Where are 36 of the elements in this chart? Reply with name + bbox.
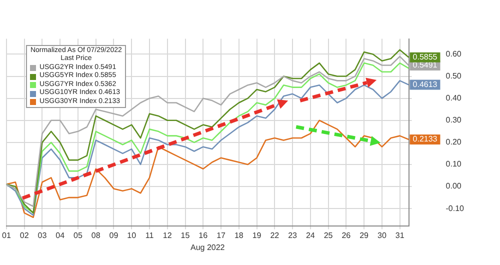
y-tick-label: -0.10 xyxy=(446,204,465,213)
x-tick-label: 17 xyxy=(216,231,226,240)
y-tick-label: 0.20 xyxy=(446,138,462,147)
x-tick-label: 23 xyxy=(288,231,298,240)
x-tick-label: 03 xyxy=(38,231,48,240)
x-tick-label: 18 xyxy=(234,231,244,240)
x-tick-label: 08 xyxy=(91,231,101,240)
x-axis-title: Aug 2022 xyxy=(190,242,226,252)
x-tick-label: 05 xyxy=(74,231,83,240)
x-tick-label: 10 xyxy=(127,231,137,240)
data-label: 0.5491 xyxy=(412,60,438,70)
x-tick-label: 04 xyxy=(56,231,66,240)
x-tick-label: 09 xyxy=(109,231,119,240)
y-tick-label: 0.30 xyxy=(446,116,462,125)
x-tick-label: 16 xyxy=(198,231,208,240)
x-tick-label: 12 xyxy=(162,231,172,240)
data-label: 0.2133 xyxy=(412,134,438,144)
y-tick-label: 0.10 xyxy=(446,160,462,169)
data-label: 0.4613 xyxy=(412,80,438,90)
x-tick-label: 30 xyxy=(377,231,387,240)
y-tick-label: 0.60 xyxy=(446,49,462,58)
x-tick-label: 19 xyxy=(252,231,262,240)
data-label: 0.5855 xyxy=(412,52,438,62)
y-tick-label: 0.00 xyxy=(446,182,462,191)
x-tick-label: 25 xyxy=(324,231,334,240)
x-tick-label: 26 xyxy=(342,231,352,240)
y-tick-label: 0.40 xyxy=(446,94,462,103)
x-tick-label: 31 xyxy=(395,231,405,240)
x-tick-label: 24 xyxy=(306,231,316,240)
x-tick-label: 02 xyxy=(20,231,30,240)
x-tick-label: 22 xyxy=(270,231,280,240)
x-tick-label: 15 xyxy=(180,231,190,240)
x-tick-label: 01 xyxy=(2,231,12,240)
x-tick-label: 29 xyxy=(360,231,370,240)
y-tick-label: 0.50 xyxy=(446,71,462,80)
x-tick-label: 11 xyxy=(145,231,154,240)
